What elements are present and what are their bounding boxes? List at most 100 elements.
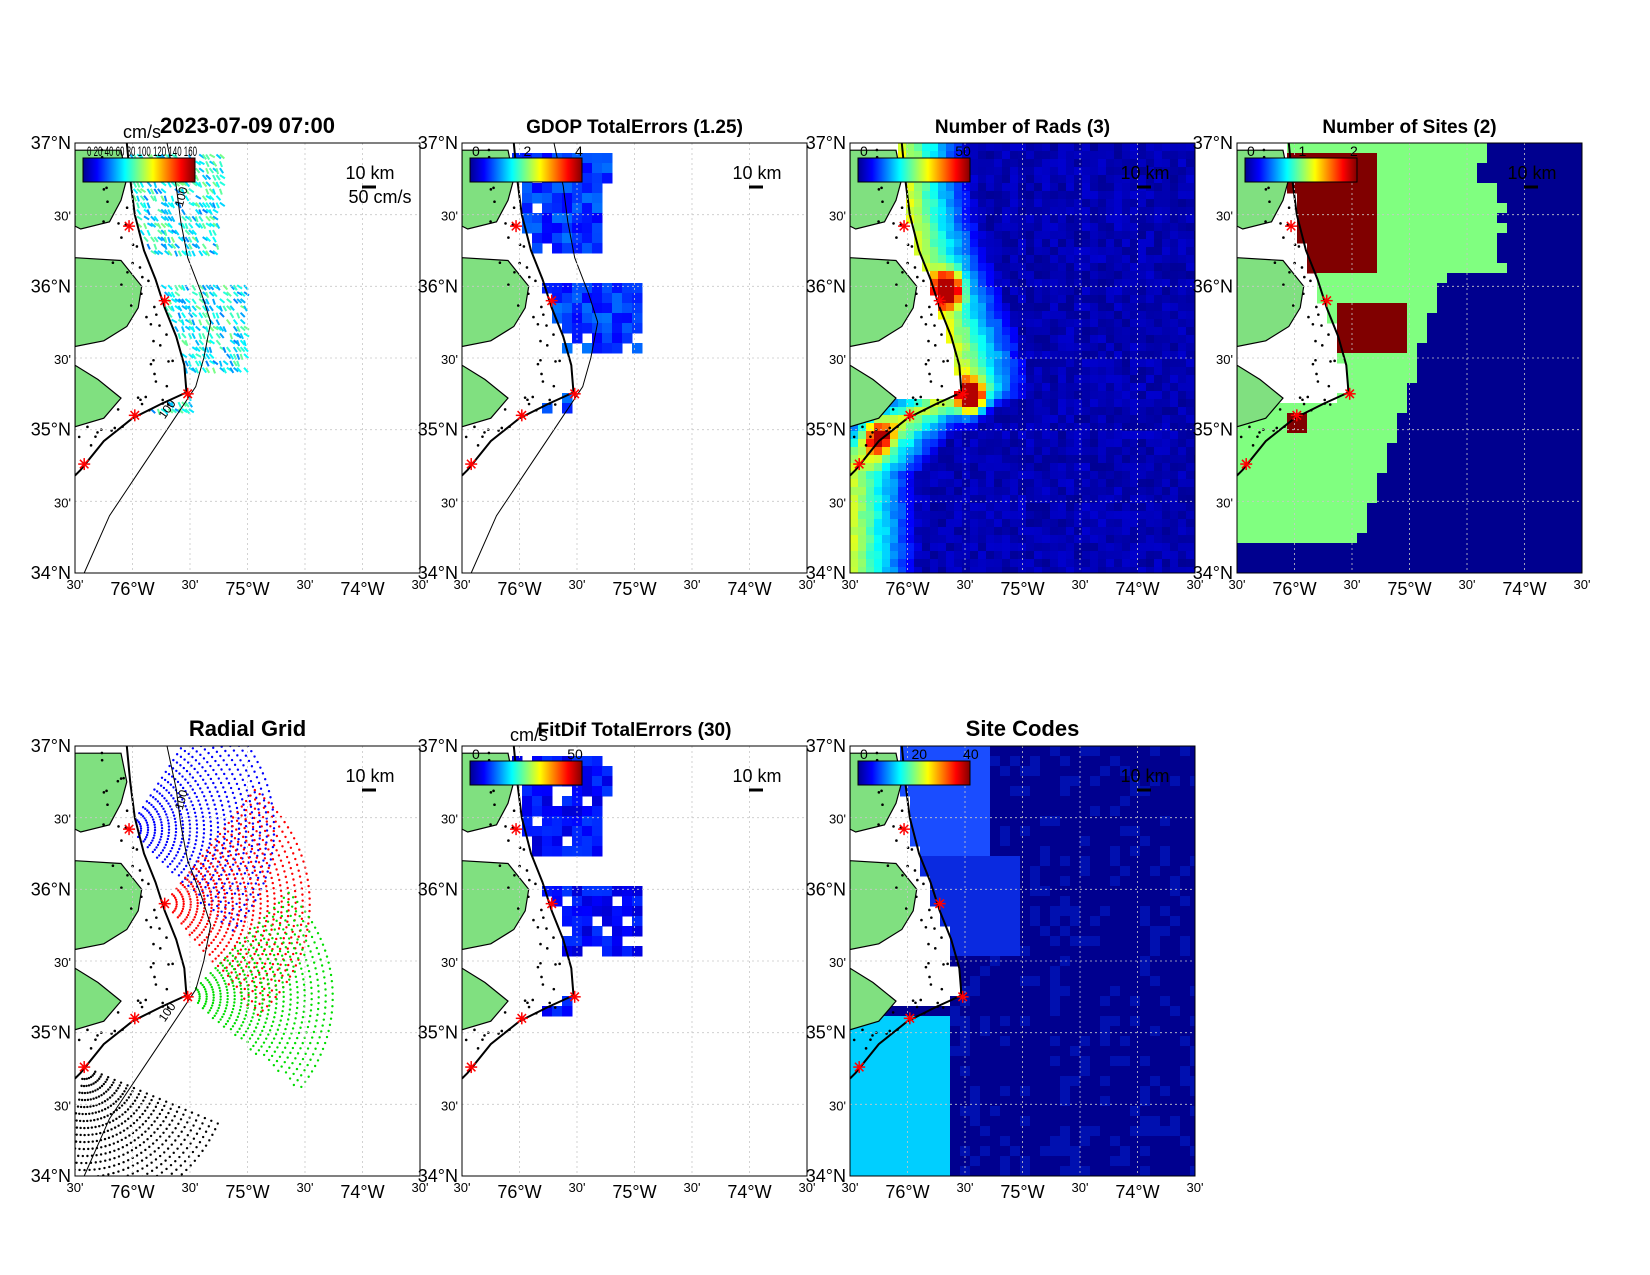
- heatmap-cell: [1050, 343, 1059, 352]
- heatmap-cell: [1010, 311, 1019, 320]
- heatmap-cell: [1002, 271, 1011, 280]
- current-vector: [212, 174, 217, 181]
- heatmap-cell: [602, 323, 613, 334]
- heatmap-cell: [1387, 473, 1398, 484]
- heatmap-cell: [1397, 203, 1408, 214]
- current-vector: [226, 298, 233, 304]
- radial-grid-point: [173, 837, 177, 840]
- island-dot: [1311, 322, 1315, 326]
- heatmap-cell: [1417, 213, 1428, 224]
- heatmap-cell: [1427, 513, 1438, 524]
- heatmap-cell: [622, 283, 633, 294]
- heatmap-cell: [1050, 543, 1059, 552]
- heatmap-cell: [1114, 175, 1123, 184]
- heatmap-cell: [1026, 439, 1035, 448]
- heatmap-cell: [930, 279, 939, 288]
- heatmap-cell: [1437, 153, 1448, 164]
- current-vector: [201, 195, 208, 202]
- radial-grid-point: [178, 862, 181, 865]
- island-dot: [1314, 358, 1317, 362]
- heatmap-cell: [1154, 375, 1163, 384]
- heatmap-cell: [1050, 423, 1059, 432]
- heatmap-cell: [1090, 279, 1099, 288]
- heatmap-cell: [1074, 175, 1083, 184]
- heatmap-cell: [1162, 183, 1171, 192]
- heatmap-cell: [1162, 207, 1171, 216]
- heatmap-cell: [1018, 447, 1027, 456]
- heatmap-cell: [914, 471, 923, 480]
- heatmap-cell: [1407, 413, 1418, 424]
- heatmap-cell: [1154, 463, 1163, 472]
- heatmap-cell: [1082, 407, 1091, 416]
- heatmap-cell: [1407, 373, 1418, 384]
- heatmap-cell: [1178, 159, 1187, 168]
- heatmap-cell: [1122, 287, 1131, 296]
- heatmap-cell: [592, 313, 603, 324]
- radial-grid-point: [146, 809, 149, 812]
- heatmap-cell: [1082, 431, 1091, 440]
- heatmap-cell: [1146, 559, 1155, 568]
- heatmap-cell: [1122, 519, 1131, 528]
- heatmap-cell: [1146, 271, 1155, 280]
- radial-grid-point: [212, 746, 215, 750]
- lon-tick-label: 30': [957, 577, 974, 592]
- heatmap-cell: [1074, 143, 1083, 152]
- island-dot: [1268, 135, 1271, 138]
- heatmap-cell: [1130, 463, 1139, 472]
- heatmap-cell: [1417, 433, 1428, 444]
- axes-frame: [849, 142, 1196, 574]
- island-dot: [89, 444, 93, 447]
- heatmap-cell: [1367, 503, 1378, 514]
- heatmap-cell: [1427, 233, 1438, 244]
- heatmap-cell: [1026, 199, 1035, 208]
- radial-grid-point: [195, 827, 199, 830]
- island-dot: [158, 324, 161, 327]
- heatmap-cell: [1437, 433, 1448, 444]
- heatmap-cell: [1517, 543, 1528, 554]
- radial-grid-point: [230, 815, 233, 818]
- radial-grid-point: [212, 873, 215, 877]
- radial-grid-point: [158, 854, 161, 857]
- heatmap-cell: [1367, 273, 1378, 284]
- radial-grid-point: [204, 886, 207, 889]
- heatmap-cell: [1507, 553, 1518, 564]
- island-dot: [1329, 360, 1332, 363]
- heatmap-cell: [1317, 213, 1328, 224]
- heatmap-cell: [946, 551, 955, 560]
- current-vector: [205, 360, 210, 367]
- heatmap-cell: [1034, 551, 1043, 560]
- heatmap-cell: [954, 551, 963, 560]
- heatmap-cell: [1082, 247, 1091, 256]
- heatmap-cell: [1457, 253, 1468, 264]
- heatmap-cell: [1307, 203, 1318, 214]
- heatmap-cell: [954, 247, 963, 256]
- current-vector: [198, 201, 204, 208]
- heatmap-cell: [1357, 393, 1368, 404]
- heatmap-cell: [1002, 287, 1011, 296]
- current-vector: [136, 188, 143, 194]
- heatmap-cell: [1042, 431, 1051, 440]
- heatmap-cell: [1042, 423, 1051, 432]
- heatmap-cell: [1074, 551, 1083, 560]
- radial-grid-point: [179, 795, 182, 798]
- heatmap-cell: [970, 167, 979, 176]
- radial-grid-point: [230, 820, 233, 823]
- heatmap-cell: [1417, 543, 1428, 554]
- current-vector: [218, 188, 223, 195]
- heatmap-cell: [1010, 351, 1019, 360]
- heatmap-cell: [1186, 215, 1195, 224]
- heatmap-cell: [898, 439, 907, 448]
- heatmap-cell: [1507, 453, 1518, 464]
- heatmap-cell: [1026, 167, 1035, 176]
- current-vector: [191, 181, 198, 187]
- heatmap-cell: [1417, 273, 1428, 284]
- heatmap-cell: [954, 367, 963, 376]
- heatmap-cell: [1074, 375, 1083, 384]
- heatmap-cell: [1178, 215, 1187, 224]
- heatmap-cell: [1066, 207, 1075, 216]
- heatmap-cell: [1367, 523, 1378, 534]
- heatmap-cell: [938, 551, 947, 560]
- heatmap-cell: [1002, 263, 1011, 272]
- heatmap-cell: [1547, 403, 1558, 414]
- heatmap-cell: [1098, 327, 1107, 336]
